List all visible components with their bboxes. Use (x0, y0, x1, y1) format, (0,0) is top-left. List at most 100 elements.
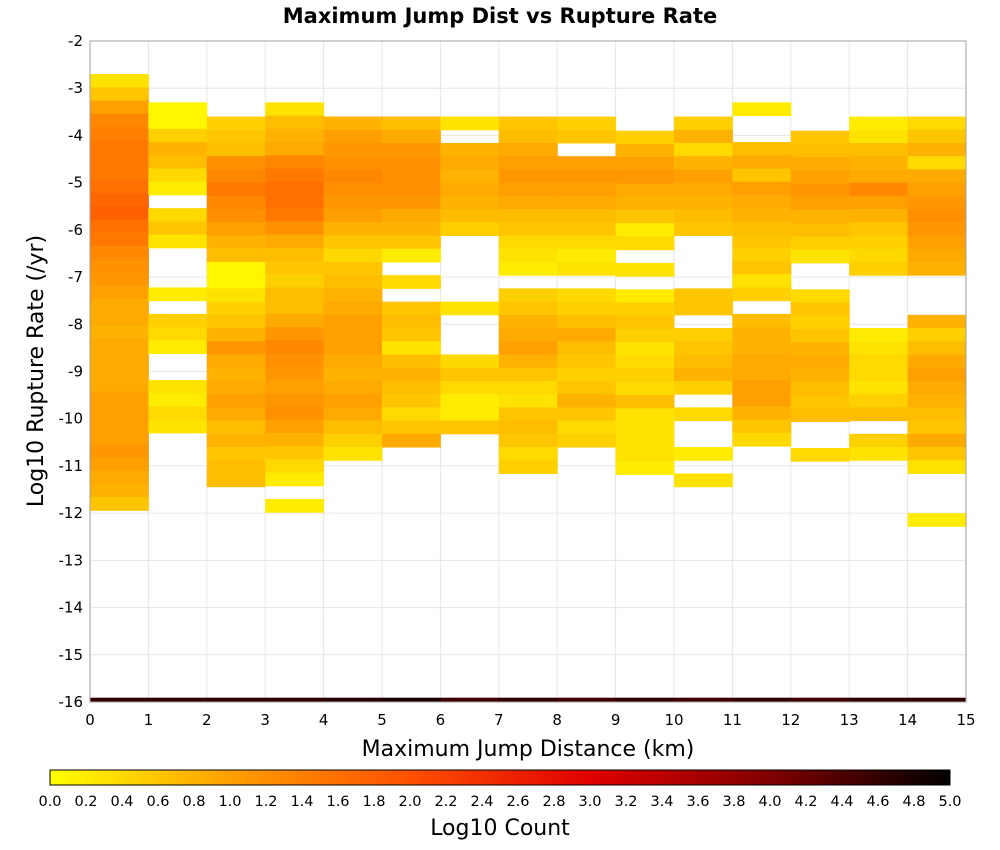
heatmap-cell (732, 379, 792, 394)
heatmap-cell (732, 247, 792, 262)
heatmap-cell (382, 195, 441, 210)
heatmap-cell (206, 248, 266, 263)
heatmap-cell (907, 116, 967, 131)
heatmap-cell (498, 142, 558, 157)
heatmap-cell (206, 261, 266, 276)
heatmap-cell (206, 156, 266, 170)
heatmap-cell (265, 340, 325, 355)
heatmap-cell (732, 221, 792, 236)
heatmap-cell (615, 143, 675, 158)
heatmap-cell (732, 261, 792, 275)
heatmap-cell (615, 408, 675, 423)
heatmap-cell (498, 394, 558, 408)
heatmap-cell (382, 341, 441, 356)
colorbar-ticks: 0.0 0.2 0.4 0.6 0.8 1.0 1.2 1.4 1.6 1.8 2.0 2.2 2.4 2… (38, 794, 961, 810)
x-tick-label: 7 (494, 711, 504, 729)
heatmap-cell (732, 287, 792, 302)
heatmap-cell (382, 420, 441, 435)
heatmap-cell (674, 142, 733, 157)
heatmap-cell (849, 380, 909, 395)
x-tick-label: 10 (664, 711, 683, 729)
heatmap-cell (849, 195, 909, 210)
heatmap-cell (148, 313, 208, 328)
heatmap-cell (849, 156, 909, 170)
heatmap-cell (323, 222, 383, 237)
heatmap-cell (440, 354, 500, 369)
heatmap-cell (90, 179, 149, 194)
heatmap-cell (557, 354, 617, 369)
x-tick-label: 3 (260, 711, 270, 729)
heatmap-cell (265, 379, 325, 394)
heatmap-cell (206, 275, 266, 289)
heatmap-cell (615, 223, 675, 237)
heatmap-cell (907, 460, 967, 474)
heatmap-cell (323, 182, 383, 197)
heatmap-cell (557, 407, 617, 422)
heatmap-cell (498, 354, 558, 369)
heatmap-cell (265, 221, 325, 236)
heatmap-cell (557, 182, 617, 197)
colorbar-tick-label: 4.6 (866, 794, 889, 810)
y-tick-label: -4 (68, 126, 83, 144)
heatmap-cell (615, 447, 675, 462)
heatmap-cell (382, 354, 441, 369)
heatmap-cell (849, 129, 909, 144)
heatmap-cell (206, 354, 266, 369)
heatmap-cell (732, 353, 792, 368)
colorbar-tick-label: 5.0 (938, 794, 961, 810)
heatmap-cell (615, 196, 675, 211)
heatmap-cell (323, 394, 383, 408)
colorbar-tick-label: 4.0 (758, 794, 781, 810)
chart-title: Maximum Jump Dist vs Rupture Rate (283, 4, 717, 28)
heatmap-cell (90, 470, 149, 485)
heatmap-cell (674, 328, 733, 342)
heatmap-cell (206, 182, 266, 197)
heatmap-cell (674, 367, 733, 382)
heatmap-cell (907, 182, 967, 197)
heatmap-cell (90, 338, 149, 353)
heatmap-cell (907, 367, 967, 382)
heatmap-cell (265, 261, 325, 275)
heatmap-cell (440, 209, 500, 223)
heatmap-cell (615, 355, 675, 370)
heatmap-cell (557, 394, 617, 408)
y-tick-label: -13 (59, 551, 84, 569)
heatmap-cell (615, 434, 675, 449)
heatmap-cell (790, 447, 850, 462)
heatmap-cell (148, 419, 208, 434)
heatmap-cell (907, 156, 967, 170)
heatmap-cell (265, 446, 325, 460)
heatmap-cell (790, 170, 850, 185)
colorbar-tick-label: 1.6 (326, 794, 349, 810)
y-tick-label: -8 (68, 315, 83, 333)
heatmap-cell (674, 447, 733, 461)
heatmap-cell (323, 354, 383, 369)
heatmap-cell (498, 222, 558, 237)
heatmap-cell-bottom (440, 697, 500, 702)
heatmap-cell (382, 116, 441, 131)
heatmap-cell (557, 433, 617, 448)
heatmap-cell (790, 249, 850, 264)
heatmap-cell (732, 142, 792, 156)
heatmap-cell (615, 210, 675, 224)
x-axis-ticks: 0 1 2 3 4 5 6 7 8 9 10 11 12 13 14 15 (85, 711, 975, 729)
heatmap-cell (615, 157, 675, 171)
y-tick-label: -5 (68, 174, 83, 192)
heatmap-cell (90, 219, 149, 234)
heatmap-cell (498, 116, 558, 131)
heatmap-cell (907, 380, 967, 395)
heatmap-cell (90, 113, 149, 128)
heatmap-cell (265, 102, 325, 117)
heatmap-cell (557, 420, 617, 435)
x-tick-label: 11 (723, 711, 742, 729)
heatmap-cell-bottom (90, 697, 149, 702)
heatmap-cell (90, 430, 149, 445)
heatmap-cell (615, 395, 675, 409)
heatmap-cell (323, 367, 383, 382)
y-tick-label: -14 (59, 599, 84, 617)
heatmap-cell-bottom (265, 697, 325, 702)
heatmap-cell (498, 380, 558, 395)
colorbar-tick-label: 0.6 (146, 794, 169, 810)
heatmap-cell (849, 354, 909, 369)
heatmap-cell (498, 248, 558, 263)
